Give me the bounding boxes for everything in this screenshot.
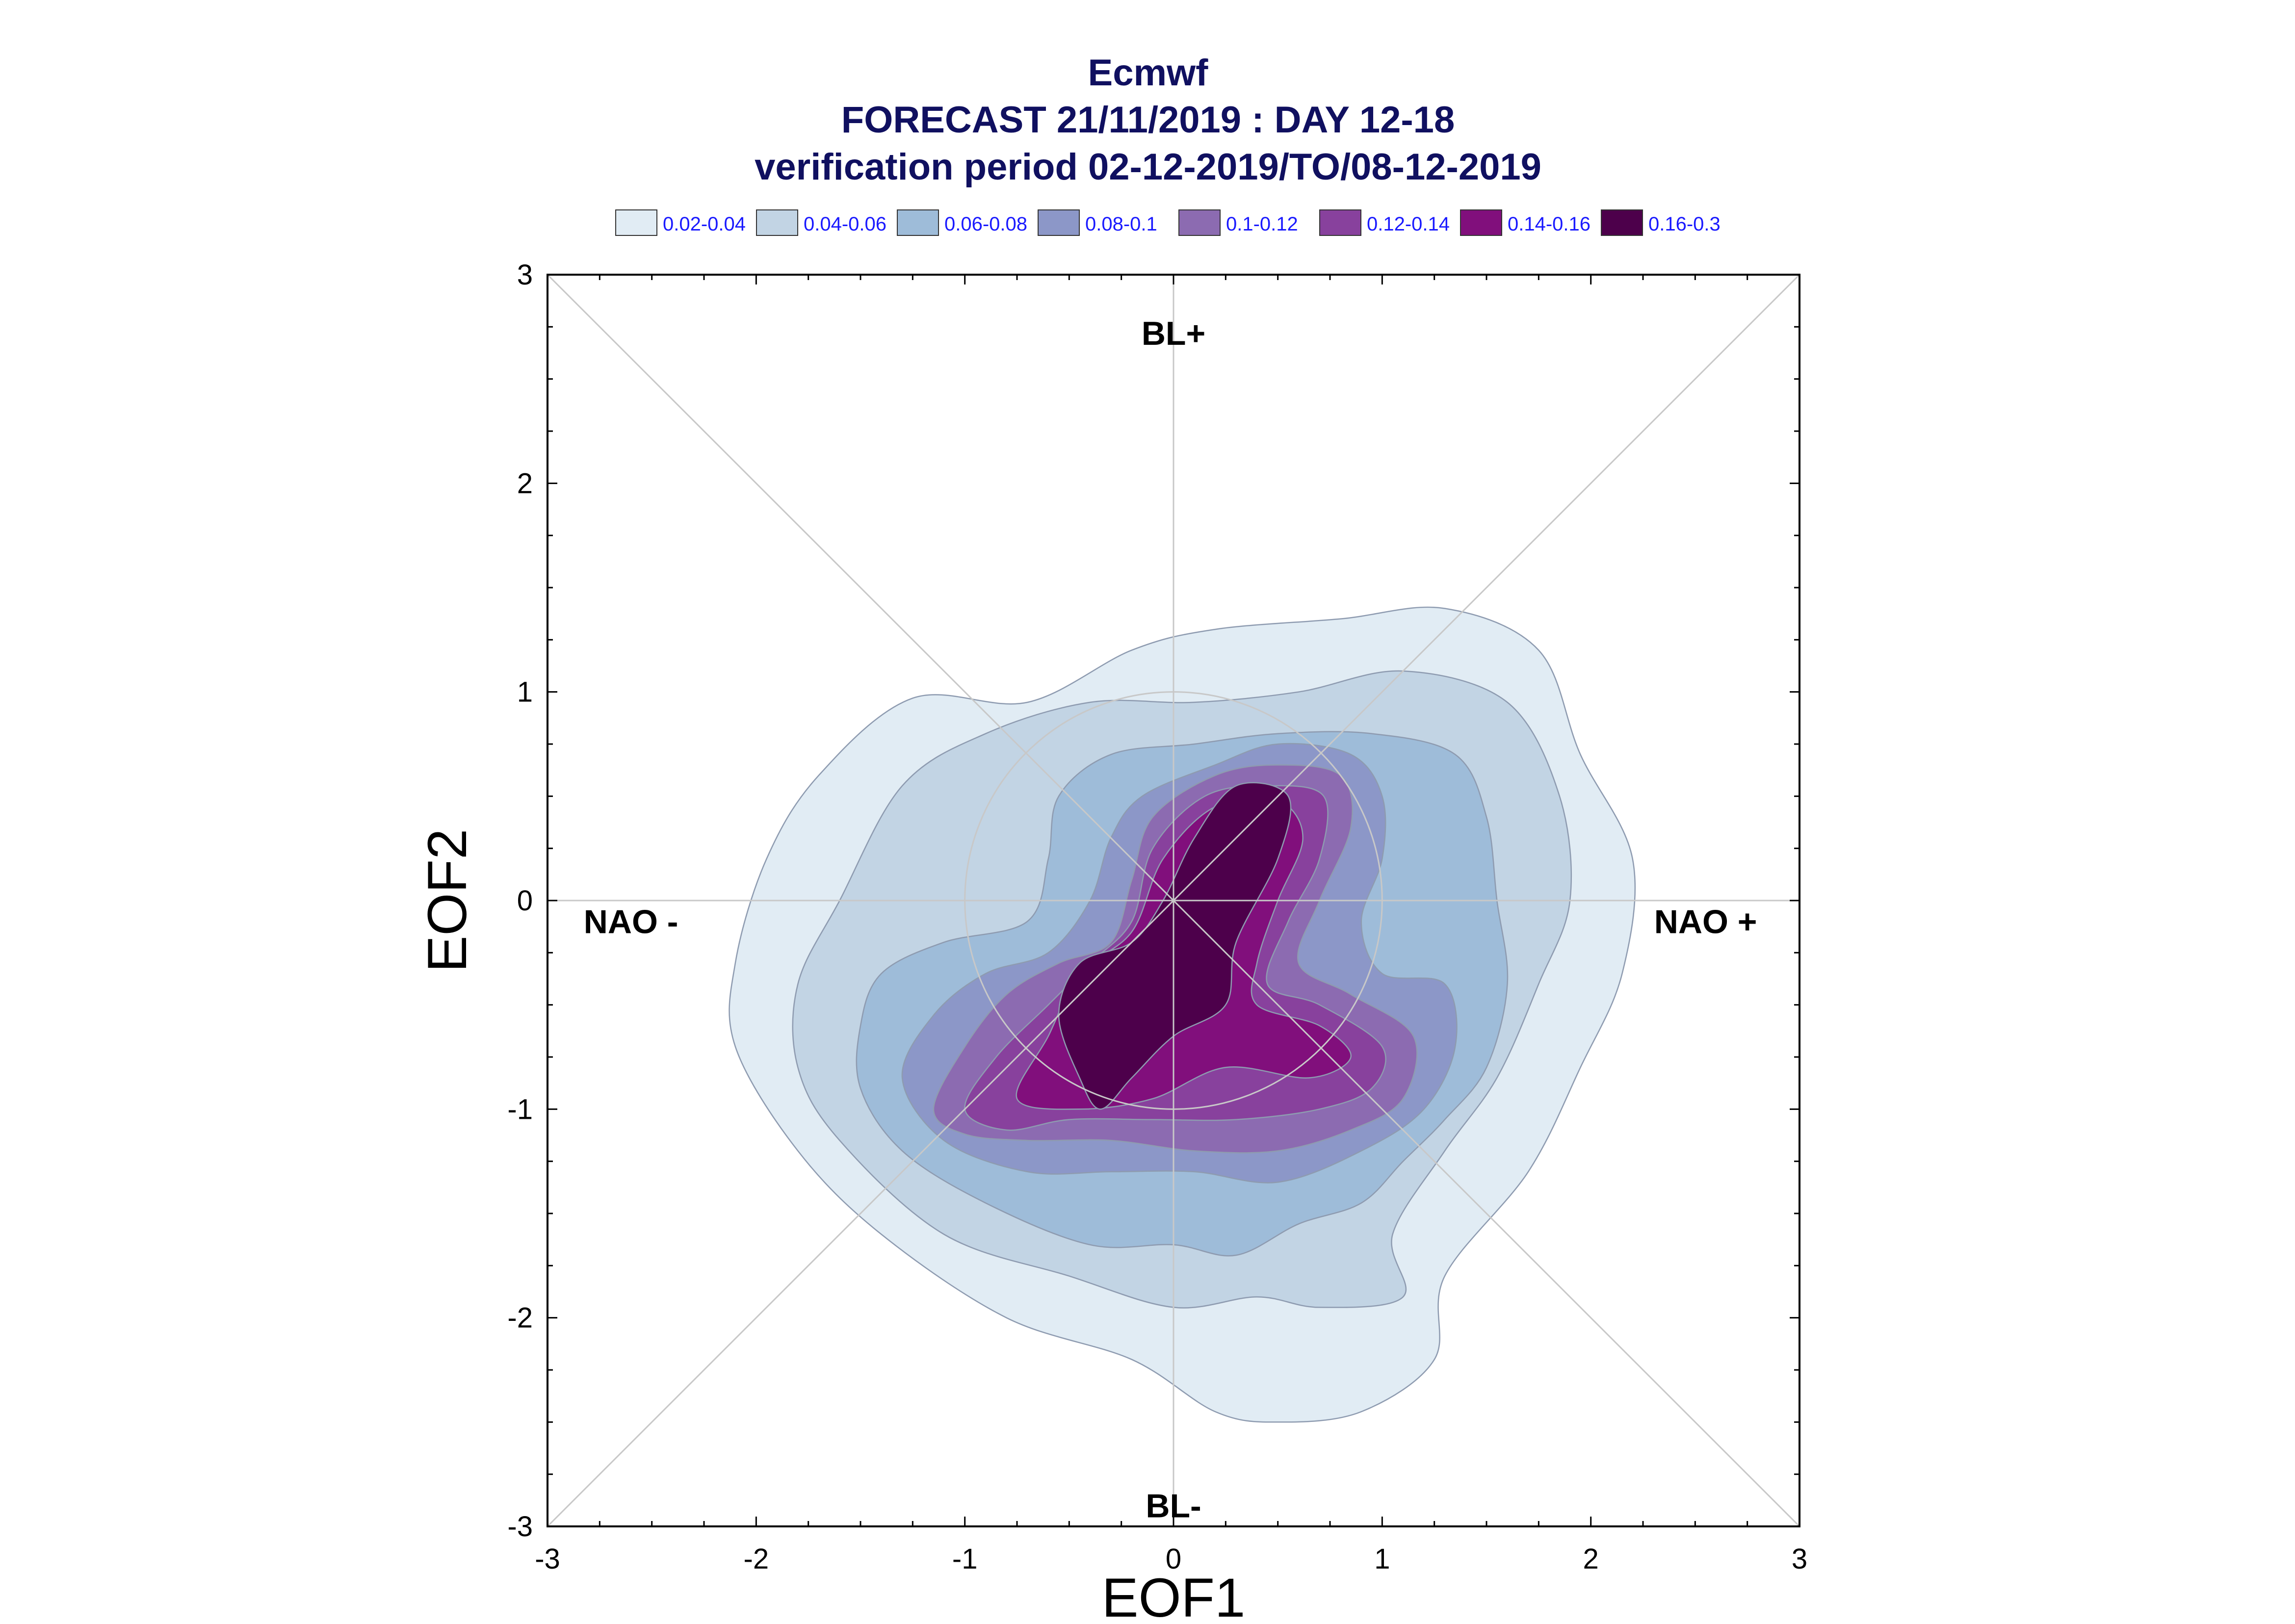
legend-label: 0.14-0.16 bbox=[1508, 213, 1591, 235]
regime-label: NAO + bbox=[1654, 903, 1757, 941]
x-tick-label: 2 bbox=[1583, 1543, 1599, 1575]
y-tick-label: 3 bbox=[517, 259, 533, 291]
x-tick-label: -3 bbox=[535, 1543, 560, 1575]
legend-swatch bbox=[1038, 209, 1080, 236]
legend-label: 0.04-0.06 bbox=[804, 213, 887, 235]
reference-lines bbox=[548, 275, 1799, 1526]
x-tick-label: -2 bbox=[744, 1543, 769, 1575]
regime-labels: BL+ BL- NAO - NAO + bbox=[584, 315, 1757, 1524]
y-tick-label: -2 bbox=[507, 1302, 533, 1334]
reference-circle bbox=[964, 691, 1383, 1110]
x-tick-label: 3 bbox=[1792, 1543, 1807, 1575]
x-axis-title: EOF1 bbox=[1102, 1567, 1246, 1624]
legend-swatch bbox=[615, 209, 657, 236]
x-tick-label: -1 bbox=[952, 1543, 978, 1575]
legend-label: 0.1-0.12 bbox=[1226, 213, 1298, 235]
legend-swatch bbox=[1178, 209, 1221, 236]
chart-subtitle-verification: verification period 02-12-2019/TO/08-12-… bbox=[755, 146, 1541, 188]
chart-title: Ecmwf bbox=[1088, 52, 1209, 94]
legend-label: 0.08-0.1 bbox=[1085, 213, 1157, 235]
legend-label: 0.06-0.08 bbox=[944, 213, 1027, 235]
x-tick-label: 0 bbox=[1166, 1543, 1181, 1575]
legend-swatch bbox=[1601, 209, 1643, 236]
axis-ticks: -3 -2 -1 0 1 2 3 -3 -2 -1 0 1 2 3 bbox=[507, 259, 1807, 1575]
y-tick-label: -1 bbox=[507, 1093, 533, 1125]
plot-area: -3 -2 -1 0 1 2 3 -3 -2 -1 0 1 2 3 BL+ BL- NAO - NAO + bbox=[507, 259, 1807, 1575]
y-tick-label: 1 bbox=[517, 676, 533, 708]
legend-swatch bbox=[1460, 209, 1502, 236]
legend-label: 0.12-0.14 bbox=[1367, 213, 1450, 235]
legend: 0.02-0.04 0.04-0.06 0.06-0.08 0.08-0.1 0.1-0… bbox=[615, 209, 1721, 236]
legend-swatch bbox=[756, 209, 798, 236]
chart-subtitle-forecast: FORECAST 21/11/2019 : DAY 12-18 bbox=[841, 99, 1455, 141]
density-contours bbox=[729, 606, 1636, 1423]
legend-label: 0.02-0.04 bbox=[663, 213, 746, 235]
y-axis-title: EOF2 bbox=[417, 829, 478, 973]
y-tick-label: 0 bbox=[517, 885, 533, 917]
legend-swatch bbox=[897, 209, 939, 236]
y-tick-label: 2 bbox=[517, 467, 533, 499]
y-tick-label: -3 bbox=[507, 1511, 533, 1543]
regime-label: BL- bbox=[1146, 1487, 1201, 1524]
x-tick-label: 1 bbox=[1374, 1543, 1390, 1575]
regime-label: NAO - bbox=[584, 903, 678, 941]
density-contour bbox=[1058, 782, 1292, 1110]
reference-line bbox=[548, 275, 1799, 1526]
regime-label: BL+ bbox=[1142, 315, 1205, 352]
legend-swatch bbox=[1319, 209, 1361, 236]
legend-label: 0.16-0.3 bbox=[1648, 213, 1721, 235]
